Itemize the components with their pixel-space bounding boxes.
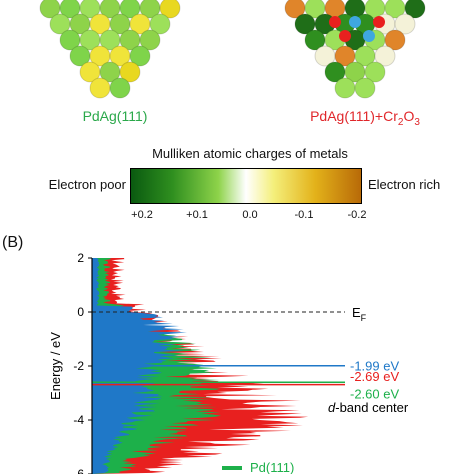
pdag111-label: PdAg(111) [82, 108, 148, 124]
oxide-atom [373, 16, 385, 28]
charge-colorbar [130, 168, 362, 204]
colorbar-tick: 0.0 [242, 209, 258, 221]
atom-sphere [139, 29, 161, 51]
pdag-slab-illustration [39, 0, 181, 99]
colorbar-tick: -0.2 [347, 209, 367, 221]
atom-sphere [354, 77, 376, 99]
atom-sphere [89, 77, 111, 99]
atom-sphere [334, 77, 356, 99]
atom-sphere [109, 77, 131, 99]
d-band-center-label: d-band center [328, 400, 409, 415]
colorbar-left-label: Electron poor [48, 177, 126, 192]
colorbar-tick: +0.2 [131, 209, 153, 221]
legend-entry-pd111: Pd(111) [250, 460, 294, 474]
atom-sphere [159, 0, 181, 19]
atom-sphere [394, 13, 416, 35]
fermi-level-label: EF [352, 305, 367, 323]
atom-sphere [129, 45, 151, 67]
oxide-atom [329, 16, 341, 28]
y-tick-label: 0 [77, 305, 84, 319]
colorbar-title: Mulliken atomic charges of metals [152, 146, 348, 161]
oxide-atom [363, 30, 375, 42]
oxide-atom [349, 16, 361, 28]
atom-sphere [149, 13, 171, 35]
colorbar-tick: +0.1 [186, 209, 208, 221]
y-tick-label: -4 [73, 413, 84, 427]
y-tick-label: 2 [77, 251, 84, 265]
atom-sphere [384, 29, 406, 51]
pdag111-cr2o3-label: PdAg(111)+Cr2O3 [310, 108, 420, 128]
d-band-center-value: -2.60 eV [350, 387, 399, 402]
pdag-cr2o3-slab-illustration [284, 0, 426, 99]
atom-structure-illustrations [39, 0, 426, 99]
panel-b-label: (B) [2, 234, 24, 251]
colorbar-tick: -0.1 [294, 209, 314, 221]
atom-sphere [404, 0, 426, 19]
atom-sphere [374, 45, 396, 67]
y-tick-label: -6 [73, 467, 84, 474]
d-band-center-value: -2.69 eV [350, 369, 399, 384]
atom-sphere [119, 61, 141, 83]
dos-chart: 2 0 -2 -4 -6 Energy / eV EF -2.60 eV -2.69 eV… [48, 251, 409, 474]
colorbar-right-label: Electron rich [368, 177, 441, 192]
y-axis-label: Energy / eV [48, 332, 63, 400]
oxide-atom [339, 30, 351, 42]
y-tick-label: -2 [73, 359, 84, 373]
legend-swatch-pd111 [222, 466, 242, 470]
d-band-center-value: -1.99 eV [350, 359, 399, 374]
atom-sphere [364, 61, 386, 83]
